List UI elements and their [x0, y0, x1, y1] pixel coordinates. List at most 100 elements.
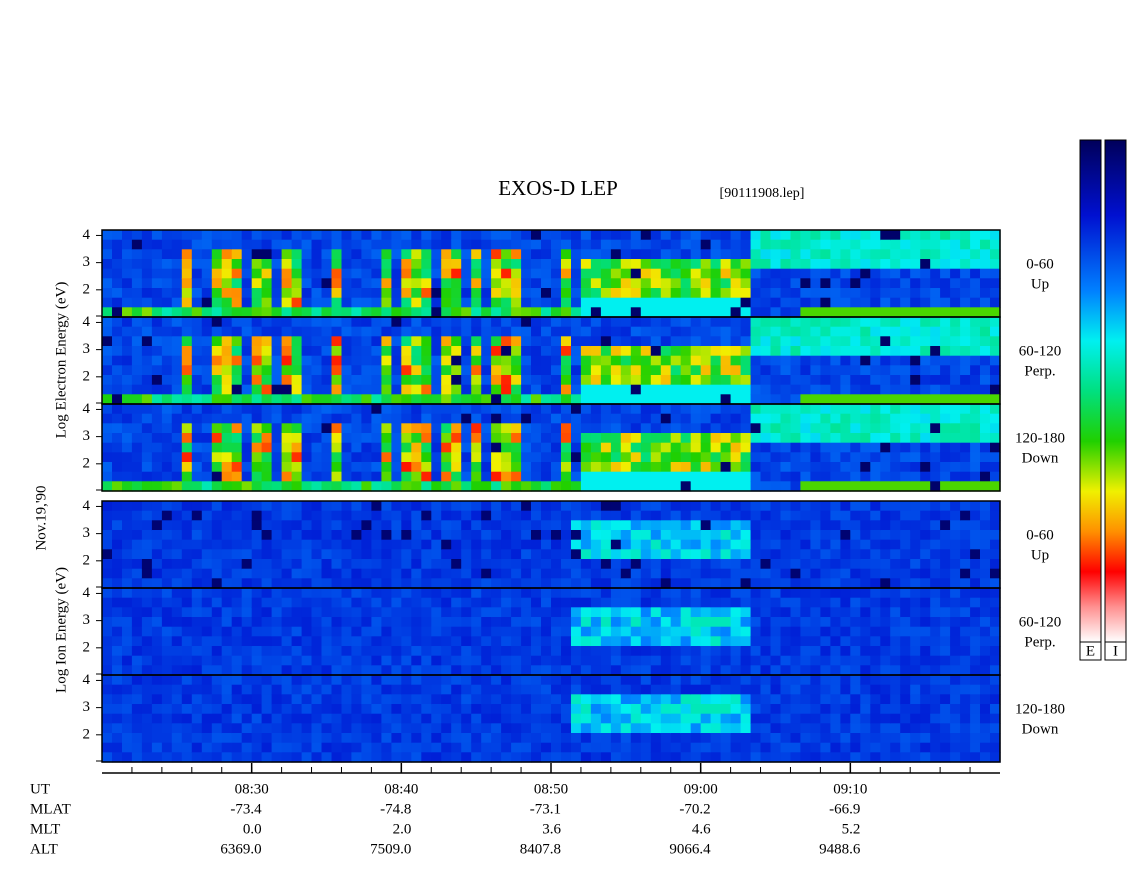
spectrogram-cell	[870, 530, 881, 541]
spectrogram-cell	[930, 278, 941, 289]
spectrogram-cell	[680, 336, 692, 347]
spectrogram-cell	[740, 413, 752, 424]
spectrogram-cell	[720, 733, 732, 744]
spectrogram-cell	[770, 636, 782, 647]
spectrogram-cell	[690, 617, 702, 628]
spectrogram-cell	[660, 733, 672, 744]
spectrogram-cell	[890, 578, 901, 589]
spectrogram-cell	[501, 723, 512, 734]
spectrogram-cell	[541, 404, 552, 415]
spectrogram-cell	[391, 239, 402, 250]
spectrogram-cell	[551, 404, 562, 415]
spectrogram-cell	[820, 617, 831, 628]
spectrogram-cell	[660, 704, 672, 715]
spectrogram-cell	[241, 471, 253, 482]
spectrogram-cell	[760, 568, 772, 579]
spectrogram-cell	[491, 713, 502, 724]
spectrogram-cell	[261, 646, 273, 657]
spectrogram-cell	[850, 239, 861, 250]
spectrogram-cell	[571, 278, 582, 289]
spectrogram-cell	[361, 617, 372, 628]
spectrogram-cell	[411, 433, 422, 444]
spectrogram-cell	[620, 694, 632, 705]
spectrogram-cell	[900, 626, 911, 637]
spectrogram-cell	[421, 684, 432, 695]
spectrogram-cell	[481, 597, 492, 608]
spectrogram-cell	[790, 559, 802, 570]
spectrogram-cell	[910, 442, 921, 453]
spectrogram-cell	[141, 471, 153, 482]
spectrogram-cell	[541, 481, 552, 492]
spectrogram-cell	[131, 588, 143, 599]
spectrogram-cell	[201, 423, 213, 434]
spectrogram-cell	[870, 568, 881, 579]
spectrogram-cell	[431, 375, 442, 386]
spectrogram-cell	[231, 539, 243, 550]
spectrogram-cell	[351, 442, 362, 453]
spectrogram-cell	[491, 471, 502, 482]
spectrogram-cell	[131, 559, 143, 570]
spectrogram-cell	[790, 375, 802, 386]
spectrogram-cell	[131, 317, 143, 328]
y-tick-label: 2	[83, 726, 91, 742]
spectrogram-cell	[830, 684, 841, 695]
spectrogram-cell	[191, 530, 203, 541]
y-tick-label: 3	[83, 428, 91, 444]
spectrogram-cell	[102, 394, 113, 405]
spectrogram-cell	[491, 423, 502, 434]
spectrogram-cell	[920, 578, 931, 589]
spectrogram-cell	[481, 665, 492, 676]
spectrogram-cell	[122, 307, 133, 318]
spectrogram-cell	[481, 249, 492, 260]
spectrogram-cell	[131, 665, 143, 676]
spectrogram-cell	[112, 307, 123, 318]
spectrogram-cell	[920, 684, 931, 695]
spectrogram-cell	[561, 413, 572, 424]
spectrogram-cell	[860, 278, 871, 289]
spectrogram-cell	[910, 501, 921, 512]
spectrogram-cell	[401, 268, 412, 279]
spectrogram-cell	[561, 684, 572, 695]
spectrogram-cell	[351, 423, 362, 434]
spectrogram-cell	[521, 588, 532, 599]
spectrogram-cell	[541, 230, 552, 241]
spectrogram-cell	[700, 288, 712, 299]
spectrogram-cell	[630, 752, 642, 763]
spectrogram-cell	[600, 442, 612, 453]
spectrogram-cell	[391, 694, 402, 705]
spectrogram-cell	[571, 297, 582, 308]
spectrogram-cell	[910, 375, 921, 386]
spectrogram-cell	[491, 326, 502, 337]
spectrogram-cell	[471, 626, 482, 637]
spectrogram-cell	[750, 733, 762, 744]
spectrogram-cell	[191, 375, 203, 386]
spectrogram-cell	[371, 288, 382, 299]
spectrogram-cell	[670, 636, 682, 647]
spectrogram-cell	[870, 394, 881, 405]
spectrogram-cell	[321, 568, 333, 579]
spectrogram-cell	[990, 288, 1001, 299]
spectrogram-cell	[231, 239, 243, 250]
spectrogram-cell	[351, 665, 362, 676]
spectrogram-cell	[970, 752, 981, 763]
spectrogram-cell	[800, 684, 811, 695]
spectrogram-cell	[650, 336, 662, 347]
spectrogram-cell	[960, 259, 971, 270]
spectrogram-cell	[261, 230, 273, 241]
spectrogram-cell	[840, 617, 851, 628]
spectrogram-cell	[171, 375, 183, 386]
spectrogram-cell	[640, 520, 652, 531]
spectrogram-cell	[301, 413, 313, 424]
spectrogram-cell	[361, 733, 372, 744]
spectrogram-cell	[131, 413, 143, 424]
spectrogram-cell	[331, 752, 343, 763]
spectrogram-cell	[820, 530, 831, 541]
spectrogram-cell	[481, 694, 492, 705]
spectrogram-cell	[441, 433, 452, 444]
spectrogram-cell	[580, 230, 592, 241]
spectrogram-cell	[161, 297, 173, 308]
spectrogram-cell	[740, 394, 752, 405]
spectrogram-cell	[880, 355, 891, 366]
spectrogram-cell	[630, 636, 642, 647]
spectrogram-cell	[780, 549, 792, 560]
